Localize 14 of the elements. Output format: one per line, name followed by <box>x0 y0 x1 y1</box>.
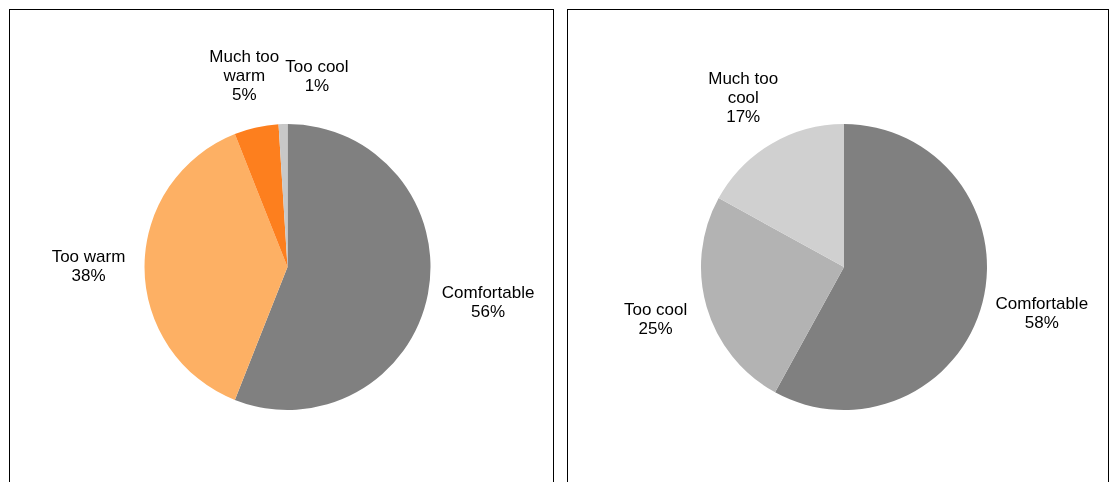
slice-label: Comfortable <box>995 294 1089 314</box>
data-label: 25% <box>638 319 673 339</box>
slice-label: Too cool <box>623 300 688 320</box>
data-label: 17% <box>726 107 761 127</box>
data-label: 56% <box>471 301 506 321</box>
slice-label: Too cool <box>285 57 349 77</box>
data-label: 1% <box>304 76 330 96</box>
slice-label: Too warm <box>51 247 126 267</box>
data-label: 58% <box>1024 313 1059 333</box>
data-label: 38% <box>71 266 106 286</box>
slice-label: Much too warm <box>209 46 280 85</box>
data-label: 5% <box>232 84 257 104</box>
slice-label: Comfortable <box>441 282 535 302</box>
slice-label: Much too cool <box>708 69 779 108</box>
